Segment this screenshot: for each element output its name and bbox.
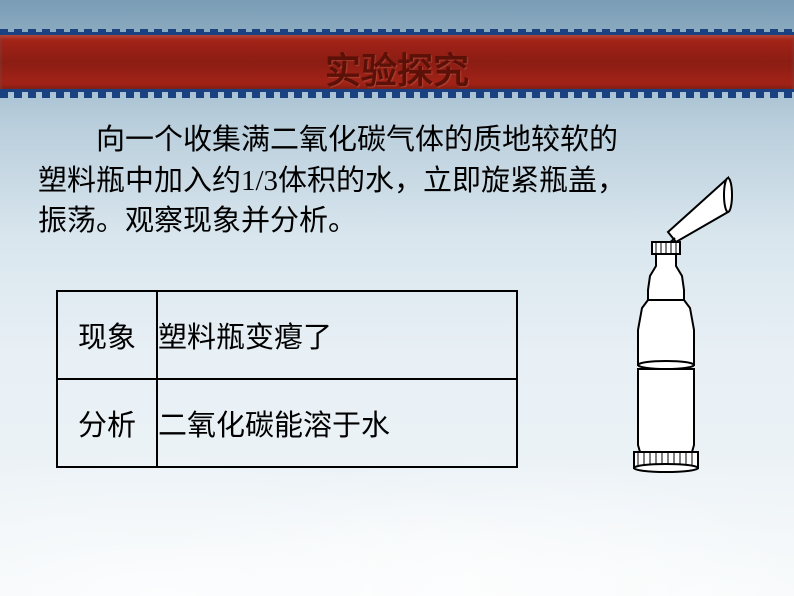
table-row: 分析 二氧化碳能溶于水	[57, 379, 517, 467]
row-label: 现象	[57, 291, 157, 379]
bottle-cap-icon	[652, 242, 680, 254]
bottle-neck-icon	[648, 254, 684, 300]
row-value: 塑料瓶变瘪了	[157, 291, 517, 379]
row-value: 二氧化碳能溶于水	[157, 379, 517, 467]
bottle-base-icon	[634, 452, 698, 472]
experiment-description: 向一个收集满二氧化碳气体的质地较软的塑料瓶中加入约1/3体积的水，立即旋紧瓶盖，…	[38, 120, 638, 242]
banner-title: 实验探究	[0, 42, 794, 94]
row-label: 分析	[57, 379, 157, 467]
bottle-funnel-diagram	[598, 170, 738, 490]
table-row: 现象 塑料瓶变瘪了	[57, 291, 517, 379]
funnel-icon	[666, 178, 732, 246]
observation-table: 现象 塑料瓶变瘪了 分析 二氧化碳能溶于水	[56, 290, 518, 468]
bottle-lower-body-icon	[638, 369, 694, 452]
bottle-upper-body-icon	[638, 300, 694, 365]
